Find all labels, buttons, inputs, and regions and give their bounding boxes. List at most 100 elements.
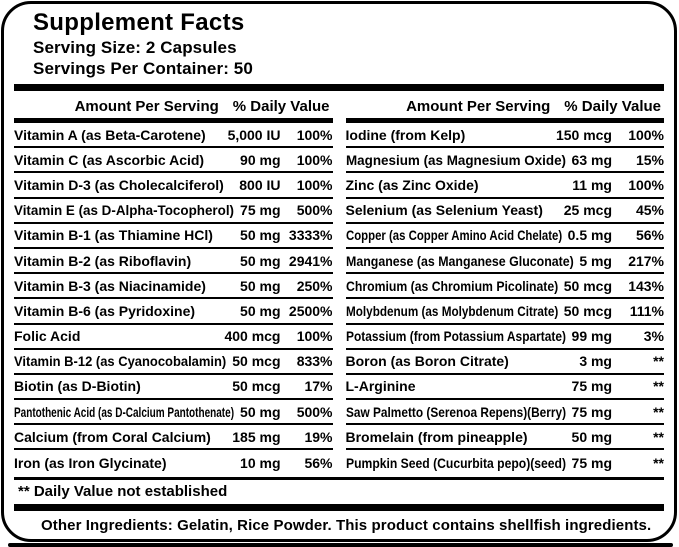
ingredient-daily-value: 56%: [304, 455, 333, 472]
ingredient-amount: 75 mg: [240, 202, 281, 219]
ingredient-name-text: Vitamin E (as D-Alpha-Tocopherol): [14, 202, 235, 219]
table-row: Vitamin B-12 (as Cyanocobalamin) 50 mcg 83…: [14, 350, 333, 375]
ingredient-name-text: Magnesium (as Magnesium Oxide): [345, 151, 566, 168]
divider-medium-bottom: [14, 476, 664, 480]
table-row: Vitamin B-1 (as Thiamine HCl) 50 mg 3333%: [14, 224, 333, 249]
facts-column-right: Amount Per Serving % Daily Value Iodine …: [345, 91, 664, 476]
ingredient-name-text: Iodine (from Kelp): [345, 126, 466, 143]
ingredient-name: Copper (as Copper Amino Acid Chelate): [346, 227, 562, 243]
ingredient-name: Pantothenic Acid (as D-Calcium Pantothen…: [14, 404, 234, 420]
ingredient-name-text: Vitamin B-6 (as Pyridoxine): [14, 302, 196, 319]
table-row: Boron (as Boron Citrate) 3 mg **: [345, 350, 664, 375]
ingredient-daily-value: 56%: [635, 227, 664, 244]
daily-value-footnote: ** Daily Value not established: [18, 483, 228, 501]
ingredient-daily-value: **: [653, 353, 664, 370]
ingredient-amount: 50 mg: [240, 302, 281, 319]
ingredient-name: Vitamin B-6 (as Pyridoxine): [14, 303, 195, 319]
ingredient-amount: 50 mcg: [563, 277, 612, 294]
ingredient-amount: 75 mg: [571, 455, 612, 472]
ingredient-amount: 800 IU: [239, 176, 281, 193]
bottom-edge-strip: [8, 543, 673, 547]
ingredient-daily-value: 100%: [628, 176, 664, 193]
ingredient-daily-value: 100%: [296, 176, 333, 193]
ingredient-amount: 0.5 mg: [567, 227, 612, 244]
servings-per-container-text: Servings Per Container: 50: [33, 59, 253, 78]
ingredient-name: Molybdenum (as Molybdenum Citrate): [346, 303, 558, 319]
table-row: Vitamin D-3 (as Cholecalciferol) 800 IU 10…: [14, 173, 333, 199]
ingredient-name-text: Selenium (as Selenium Yeast): [345, 202, 543, 219]
table-row: Biotin (as D-Biotin) 50 mcg 17%: [14, 375, 333, 401]
table-row: Saw Palmetto (Serenoa Repens)(Berry) 75 m…: [345, 400, 664, 426]
ingredient-amount: 5 mg: [579, 252, 612, 269]
ingredient-name: Pumpkin Seed (Cucurbita pepo)(seed): [346, 455, 566, 471]
ingredient-amount: 400 mcg: [224, 328, 281, 345]
ingredient-daily-value: 3%: [643, 328, 664, 345]
ingredient-amount: 50 mg: [240, 252, 281, 269]
ingredient-amount: 50 mcg: [232, 353, 281, 370]
ingredient-name: Iron (as Iron Glycinate): [14, 455, 166, 471]
table-row: Bromelain (from pineapple) 50 mg **: [345, 425, 664, 451]
ingredient-name-text: Vitamin B-2 (as Riboflavin): [14, 252, 192, 269]
table-row: Vitamin E (as D-Alpha-Tocopherol) 75 mg 50…: [14, 199, 333, 224]
amount-per-serving-header: Amount Per Serving: [406, 98, 551, 115]
ingredient-name: Vitamin E (as D-Alpha-Tocopherol): [14, 202, 234, 218]
ingredient-name-text: Calcium (from Coral Calcium): [14, 428, 211, 445]
ingredient-daily-value: 2941%: [288, 252, 333, 269]
ingredient-name: Folic Acid: [14, 328, 80, 344]
ingredient-name: Boron (as Boron Citrate): [346, 353, 509, 369]
ingredient-daily-value: 500%: [296, 202, 333, 219]
ingredient-name: Vitamin B-12 (as Cyanocobalamin): [14, 353, 226, 369]
ingredient-name: Zinc (as Zinc Oxide): [346, 177, 479, 193]
table-row: Vitamin A (as Beta-Carotene) 5,000 IU 100%: [14, 123, 333, 149]
ingredient-rows-left: Vitamin A (as Beta-Carotene) 5,000 IU 100%…: [14, 123, 333, 476]
divider-thick-bottom: [14, 503, 664, 511]
ingredient-amount: 63 mg: [571, 151, 612, 168]
ingredient-daily-value: 143%: [628, 277, 664, 294]
ingredient-amount: 50 mg: [240, 403, 281, 420]
table-row: Selenium (as Selenium Yeast) 25 mcg 45%: [345, 199, 664, 224]
ingredient-daily-value: 15%: [635, 151, 664, 168]
ingredient-name-text: Pantothenic Acid (as D-Calcium Pantothen…: [14, 403, 235, 420]
table-row: Magnesium (as Magnesium Oxide) 63 mg 15%: [345, 148, 664, 174]
ingredient-amount: 50 mg: [571, 428, 612, 445]
ingredient-name-text: Potassium (from Potassium Aspartate): [345, 328, 566, 345]
ingredient-daily-value: **: [653, 455, 664, 472]
ingredient-amount: 5,000 IU: [227, 126, 281, 143]
ingredient-name-text: Vitamin C (as Ascorbic Acid): [14, 151, 205, 168]
ingredient-name-text: Saw Palmetto (Serenoa Repens)(Berry): [345, 403, 566, 420]
ingredient-amount: 11 mg: [572, 176, 612, 193]
ingredient-amount: 185 mg: [232, 428, 281, 445]
ingredient-daily-value: 100%: [296, 151, 333, 168]
ingredient-daily-value: 111%: [629, 302, 664, 319]
table-row: Zinc (as Zinc Oxide) 11 mg 100%: [345, 173, 664, 199]
ingredient-name-text: Molybdenum (as Molybdenum Citrate): [345, 302, 558, 319]
table-row: Vitamin B-6 (as Pyridoxine) 50 mg 2500%: [14, 299, 333, 325]
ingredient-daily-value: 19%: [304, 428, 333, 445]
ingredient-name-text: Boron (as Boron Citrate): [345, 353, 509, 370]
serving-size-text: Serving Size: 2 Capsules: [33, 38, 237, 57]
ingredient-rows-right: Iodine (from Kelp) 150 mcg 100% Magnesium (…: [345, 123, 664, 476]
ingredient-name-text: Vitamin A (as Beta-Carotene): [14, 126, 206, 143]
ingredient-name: Iodine (from Kelp): [346, 127, 466, 143]
ingredient-name-text: Zinc (as Zinc Oxide): [345, 176, 479, 193]
ingredient-name-text: Vitamin B-1 (as Thiamine HCl): [14, 227, 213, 244]
ingredient-name: Manganese (as Manganese Gluconate): [346, 253, 574, 269]
page-title: Supplement Facts: [33, 9, 245, 36]
table-row: Potassium (from Potassium Aspartate) 99 m…: [345, 325, 664, 350]
ingredient-daily-value: 3333%: [288, 227, 333, 244]
percent-daily-value-header: % Daily Value: [232, 98, 330, 115]
table-row: Vitamin B-3 (as Niacinamide) 50 mg 250%: [14, 274, 333, 300]
ingredient-name: L-Arginine: [346, 378, 416, 394]
label-header: Supplement Facts Serving Size: 2 Capsule…: [14, 9, 664, 79]
ingredient-amount: 90 mg: [240, 151, 281, 168]
ingredient-daily-value: **: [653, 428, 664, 445]
ingredient-name-text: Pumpkin Seed (Cucurbita pepo)(seed): [345, 455, 566, 472]
ingredient-daily-value: 833%: [296, 353, 333, 370]
ingredient-amount: 50 mg: [240, 227, 281, 244]
ingredient-amount: 50 mcg: [563, 302, 612, 319]
ingredient-daily-value: 100%: [296, 328, 333, 345]
ingredient-name: Vitamin C (as Ascorbic Acid): [14, 152, 204, 168]
table-row: Vitamin C (as Ascorbic Acid) 90 mg 100%: [14, 148, 333, 174]
ingredient-name-text: Bromelain (from pineapple): [345, 428, 528, 445]
